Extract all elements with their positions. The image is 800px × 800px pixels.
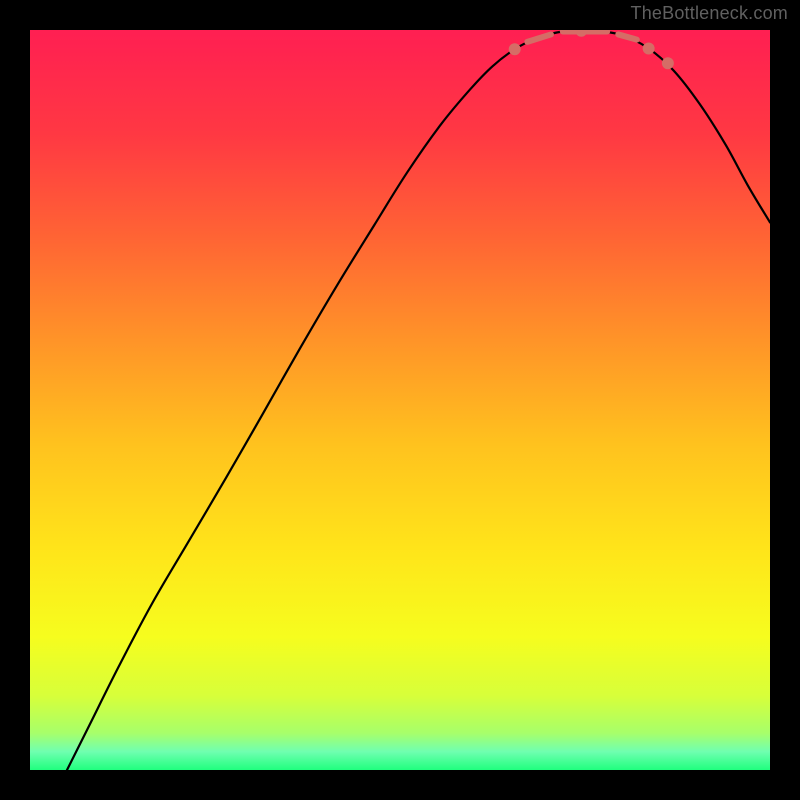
marker-dot [509, 43, 521, 55]
plot-area [30, 30, 770, 770]
marker-dot [643, 43, 655, 55]
watermark-label: TheBottleneck.com [631, 3, 788, 24]
bottleneck-curve-chart [30, 30, 770, 770]
gradient-background [30, 30, 770, 770]
marker-dot [662, 57, 674, 69]
chart-frame: TheBottleneck.com [0, 0, 800, 800]
